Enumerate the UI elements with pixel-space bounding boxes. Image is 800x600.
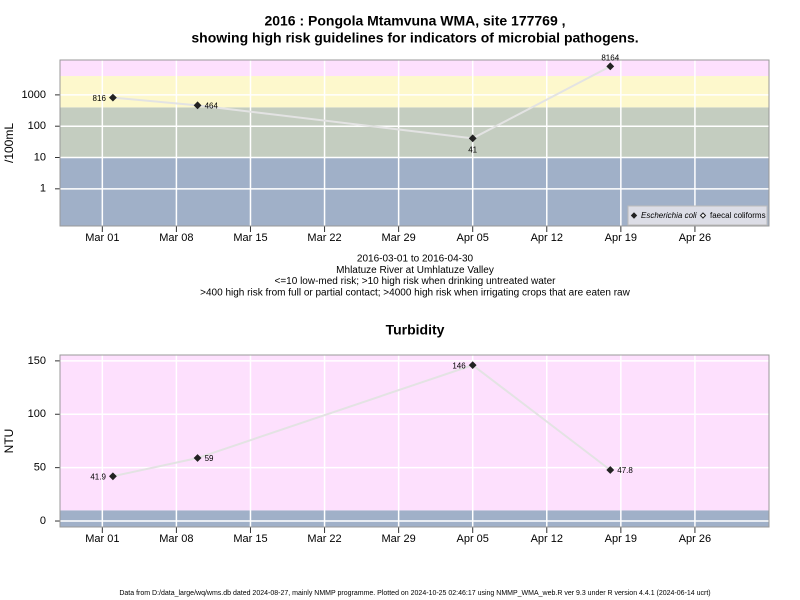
chart-note: 2016-03-01 to 2016-04-30 xyxy=(357,254,474,265)
data-label: 8164 xyxy=(601,53,619,62)
x-tick-label: Mar 15 xyxy=(233,533,267,545)
x-tick-label: Apr 19 xyxy=(605,533,637,545)
x-tick-label: Mar 01 xyxy=(85,533,119,545)
y-tick-label: 150 xyxy=(28,355,46,367)
data-label: 816 xyxy=(93,94,107,103)
data-point xyxy=(468,361,477,370)
data-label: 41.9 xyxy=(90,472,106,481)
chart-note: <=10 low-med risk; >10 high risk when dr… xyxy=(275,276,557,287)
data-label: 146 xyxy=(452,361,466,370)
series-line xyxy=(112,65,611,140)
x-tick-label: Apr 19 xyxy=(605,232,637,244)
x-tick-label: Apr 26 xyxy=(679,533,711,545)
legend-label: faecal coliforms xyxy=(710,211,766,220)
x-tick-label: Mar 08 xyxy=(159,533,193,545)
y-tick-label: 100 xyxy=(28,408,46,420)
y-tick-label: 100 xyxy=(28,120,46,132)
y-tick-label: 0 xyxy=(40,515,46,527)
data-point xyxy=(193,101,202,110)
x-tick-label: Mar 22 xyxy=(307,533,341,545)
x-tick-label: Mar 29 xyxy=(382,533,416,545)
x-tick-label: Mar 01 xyxy=(85,232,119,244)
risk-band xyxy=(60,107,769,158)
series-line xyxy=(112,364,611,478)
y-tick-label: 1000 xyxy=(22,89,46,101)
x-tick-label: Apr 05 xyxy=(456,232,488,244)
risk-band xyxy=(60,76,769,108)
plot-frame xyxy=(59,59,770,227)
data-label: 59 xyxy=(205,454,214,463)
data-point xyxy=(606,62,615,71)
chart-note: Mhlatuze River at Umhlatuze Valley xyxy=(336,265,494,276)
chart-title: 2016 : Pongola Mtamvuna WMA, site 177769… xyxy=(264,13,565,29)
y-tick-label: 50 xyxy=(34,462,46,474)
data-point xyxy=(606,466,615,474)
chart-title: showing high risk guidelines for indicat… xyxy=(191,30,638,46)
data-label: 464 xyxy=(205,101,219,110)
chart-note: >400 high risk from full or partial cont… xyxy=(200,288,630,299)
x-tick-label: Mar 08 xyxy=(159,232,193,244)
x-tick-label: Apr 26 xyxy=(679,232,711,244)
x-tick-label: Apr 12 xyxy=(531,533,563,545)
data-label: 47.8 xyxy=(617,466,633,475)
chart-title: Turbidity xyxy=(386,322,445,338)
data-point xyxy=(468,134,477,143)
risk-band xyxy=(60,60,769,77)
x-tick-label: Mar 22 xyxy=(307,232,341,244)
x-tick-label: Mar 29 xyxy=(382,232,416,244)
legend-marker xyxy=(630,212,638,219)
y-axis-label: NTU xyxy=(2,429,16,454)
data-point xyxy=(109,93,117,102)
x-tick-label: Apr 12 xyxy=(531,232,563,244)
x-tick-label: Mar 15 xyxy=(233,232,267,244)
y-tick-label: 1 xyxy=(40,183,46,195)
risk-band xyxy=(60,510,769,527)
y-tick-label: 10 xyxy=(34,151,46,163)
data-point xyxy=(109,472,117,481)
x-tick-label: Apr 05 xyxy=(456,533,488,545)
risk-band xyxy=(60,355,769,511)
data-label: 41 xyxy=(468,145,477,154)
footer: Data from D:/data_large/wq/wms.db dated … xyxy=(119,590,710,597)
legend-box xyxy=(627,205,768,226)
data-point xyxy=(193,454,202,462)
y-axis-label: /100mL xyxy=(2,123,16,163)
legend-marker xyxy=(699,212,707,219)
legend-label: Escherichia coli xyxy=(641,211,697,220)
plot-frame xyxy=(59,354,770,528)
